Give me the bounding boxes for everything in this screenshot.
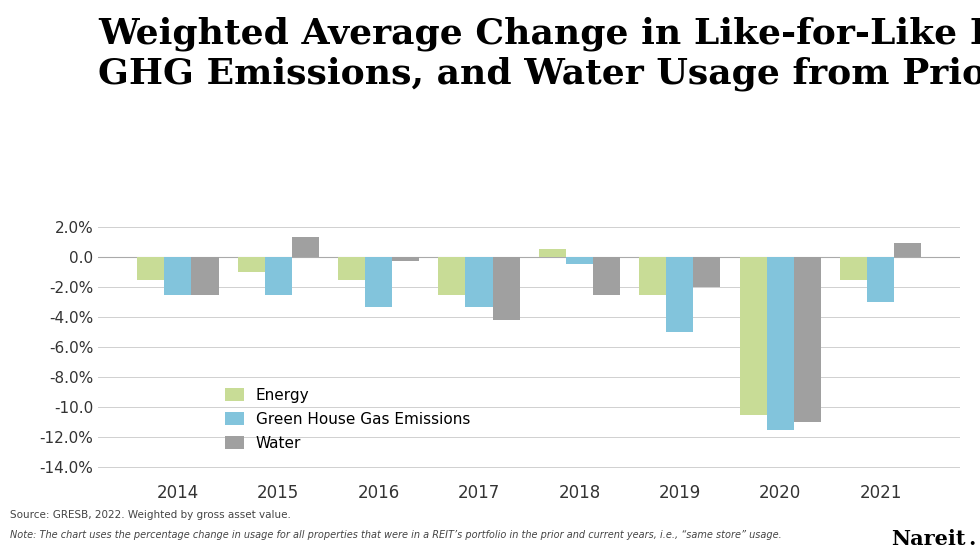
Bar: [392, 257, 419, 262]
Bar: [693, 257, 720, 287]
Bar: [794, 257, 821, 422]
Bar: [539, 250, 565, 257]
Bar: [466, 257, 493, 306]
Bar: [639, 257, 666, 295]
Bar: [493, 257, 519, 320]
Bar: [894, 244, 921, 257]
Bar: [191, 257, 219, 295]
Bar: [867, 257, 894, 302]
Bar: [766, 257, 794, 430]
Text: Weighted Average Change in Like-for-Like Energy,
GHG Emissions, and Water Usage : Weighted Average Change in Like-for-Like…: [98, 17, 980, 91]
Bar: [666, 257, 693, 332]
Bar: [265, 257, 292, 295]
Bar: [292, 237, 318, 257]
Bar: [438, 257, 466, 295]
Bar: [338, 257, 366, 279]
Bar: [593, 257, 620, 295]
Text: Nareit: Nareit: [891, 529, 965, 549]
Bar: [137, 257, 165, 279]
Bar: [165, 257, 191, 295]
Text: Source: GRESB, 2022. Weighted by gross asset value.: Source: GRESB, 2022. Weighted by gross a…: [10, 510, 291, 520]
Text: Note: The chart uses the percentage change in usage for all properties that were: Note: The chart uses the percentage chan…: [10, 530, 781, 540]
Bar: [740, 257, 766, 415]
Bar: [565, 257, 593, 264]
Bar: [840, 257, 867, 279]
Text: .: .: [968, 529, 976, 549]
Bar: [366, 257, 392, 306]
Bar: [237, 257, 265, 272]
Legend: Energy, Green House Gas Emissions, Water: Energy, Green House Gas Emissions, Water: [218, 380, 478, 458]
